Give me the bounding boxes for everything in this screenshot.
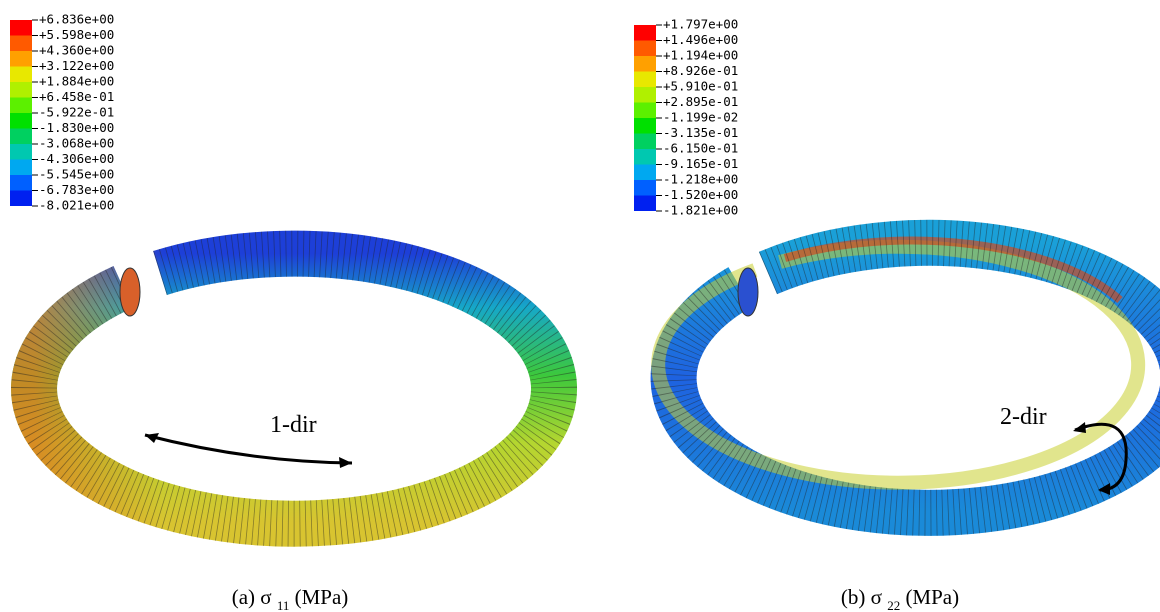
legend-label: +1.884e+00	[39, 74, 114, 89]
legend-swatch	[634, 71, 656, 87]
legend-swatch	[10, 128, 32, 144]
legend-label: +3.122e+00	[39, 58, 114, 73]
legend-swatch	[634, 25, 656, 41]
legend-label: +8.926e-01	[663, 63, 738, 78]
panel-b: 2-dir (b) σ 22 (MPa) +1.797e+00+1.496e+0…	[634, 17, 1160, 612]
ring-shade	[11, 230, 578, 547]
legend-label: -1.199e-02	[663, 110, 738, 125]
legend-label: +2.895e-01	[663, 94, 738, 109]
legend-swatch	[634, 133, 656, 149]
legend-swatch	[10, 113, 32, 129]
legend-swatch	[634, 56, 656, 72]
caption-suffix: (MPa)	[905, 585, 959, 609]
legend-label: -1.218e+00	[663, 172, 738, 187]
legend-swatch	[10, 97, 32, 113]
legend-swatch	[634, 87, 656, 103]
legend-swatch	[10, 20, 32, 36]
legend-label: -1.821e+00	[663, 203, 738, 218]
caption-subscript: 22	[887, 598, 900, 612]
caption: (b) σ 22 (MPa)	[841, 585, 959, 612]
legend-label: -3.068e+00	[39, 136, 114, 151]
caption-prefix: (b) σ	[841, 585, 882, 609]
legend-label: -5.545e+00	[39, 167, 114, 182]
legend-swatch	[10, 66, 32, 82]
annotation: 1-dir	[270, 412, 317, 438]
ring-inner	[651, 239, 1146, 490]
legend-label: -6.150e-01	[663, 141, 738, 156]
arrow-head	[1073, 422, 1110, 495]
legend-label: -9.165e-01	[663, 156, 738, 171]
panel-a: 1-dir (a) σ 11 (MPa) +6.836e+00+5.598e+0…	[10, 12, 578, 612]
caption-subscript: 11	[277, 598, 290, 612]
legend-label: -8.021e+00	[39, 198, 114, 213]
legend-swatch	[634, 195, 656, 211]
legend-swatch	[10, 35, 32, 51]
legend-swatch	[634, 40, 656, 56]
legend-label: +1.194e+00	[663, 48, 738, 63]
annotation: 2-dir	[1000, 404, 1047, 430]
legend-swatch	[10, 51, 32, 67]
caption: (a) σ 11 (MPa)	[232, 585, 349, 612]
caption-prefix: (a) σ	[232, 585, 272, 609]
legend-label: -5.922e-01	[39, 105, 114, 120]
caption-suffix: (MPa)	[295, 585, 349, 609]
tube-end	[119, 267, 141, 317]
legend-label: -4.306e+00	[39, 151, 114, 166]
tube-end	[737, 267, 759, 317]
ring-inner-hot	[783, 236, 1123, 303]
legend-label: +5.598e+00	[39, 27, 114, 42]
legend-swatch	[10, 190, 32, 206]
legend-label: -3.135e-01	[663, 125, 738, 140]
legend-swatch	[634, 164, 656, 180]
legend-label: +1.797e+00	[663, 17, 738, 32]
legend-swatch	[10, 175, 32, 191]
legend-label: -1.520e+00	[663, 187, 738, 202]
legend-label: +4.360e+00	[39, 43, 114, 58]
legend-label: +1.496e+00	[663, 32, 738, 47]
legend-label: -1.830e+00	[39, 120, 114, 135]
arrow	[144, 433, 353, 465]
legend-swatch	[10, 82, 32, 98]
arrow	[1074, 422, 1128, 492]
legend-label: -6.783e+00	[39, 182, 114, 197]
legend-swatch	[634, 102, 656, 118]
legend-label: +6.836e+00	[39, 12, 114, 27]
legend-label: +6.458e-01	[39, 89, 114, 104]
legend-swatch	[634, 180, 656, 196]
legend-label: +5.910e-01	[663, 79, 738, 94]
legend-swatch	[634, 118, 656, 134]
legend-swatch	[10, 159, 32, 175]
legend-swatch	[634, 149, 656, 165]
legend-swatch	[10, 144, 32, 160]
